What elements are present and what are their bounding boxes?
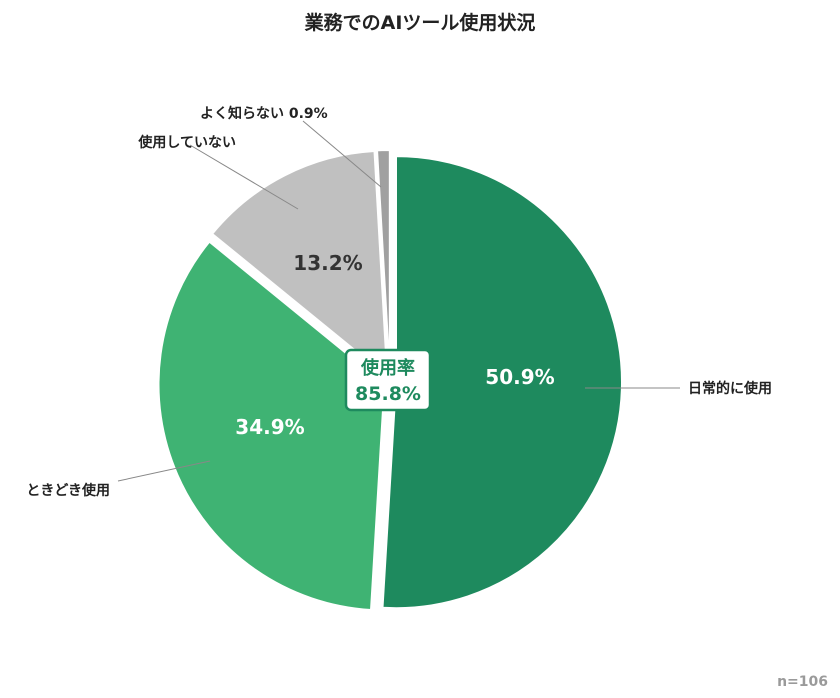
slice-label-sometimes: ときどき使用 bbox=[26, 482, 110, 499]
leader-line-unsure bbox=[302, 120, 382, 188]
slice-label-daily: 日常的に使用 bbox=[688, 380, 772, 397]
pie-slice-daily bbox=[381, 155, 623, 610]
chart-title: 業務でのAIツール使用状況 bbox=[304, 12, 536, 34]
slice-value-sometimes: 34.9% bbox=[235, 415, 304, 439]
pie-slices bbox=[157, 149, 623, 612]
leader-lines bbox=[117, 120, 680, 482]
slice-labels: 50.9% 日常的に使用 34.9% ときどき使用 13.2% 使用していない よく知らない… bbox=[26, 105, 772, 499]
center-badge: 使用率 85.8% bbox=[344, 348, 432, 412]
slice-label-unsure: よく知らない 0.9% bbox=[200, 105, 328, 122]
slice-value-daily: 50.9% bbox=[485, 365, 554, 389]
center-badge-label: 使用率 bbox=[360, 357, 415, 379]
center-badge-box bbox=[344, 348, 432, 412]
slice-label-not-using: 使用していない bbox=[137, 134, 236, 151]
slice-value-unsure: 0.9% bbox=[289, 106, 328, 122]
pie-slice-unsure bbox=[375, 149, 391, 377]
leader-line-not-using bbox=[189, 144, 299, 210]
sample-size: n=106 bbox=[777, 674, 828, 690]
leader-line-sometimes bbox=[117, 460, 211, 482]
pie-slice-not-using bbox=[210, 149, 389, 379]
pie-slice-sometimes bbox=[157, 240, 386, 612]
slice-label-text-unsure: よく知らない bbox=[200, 105, 289, 122]
center-badge-value: 85.8% bbox=[355, 383, 421, 405]
slice-value-not-using: 13.2% bbox=[293, 251, 362, 275]
